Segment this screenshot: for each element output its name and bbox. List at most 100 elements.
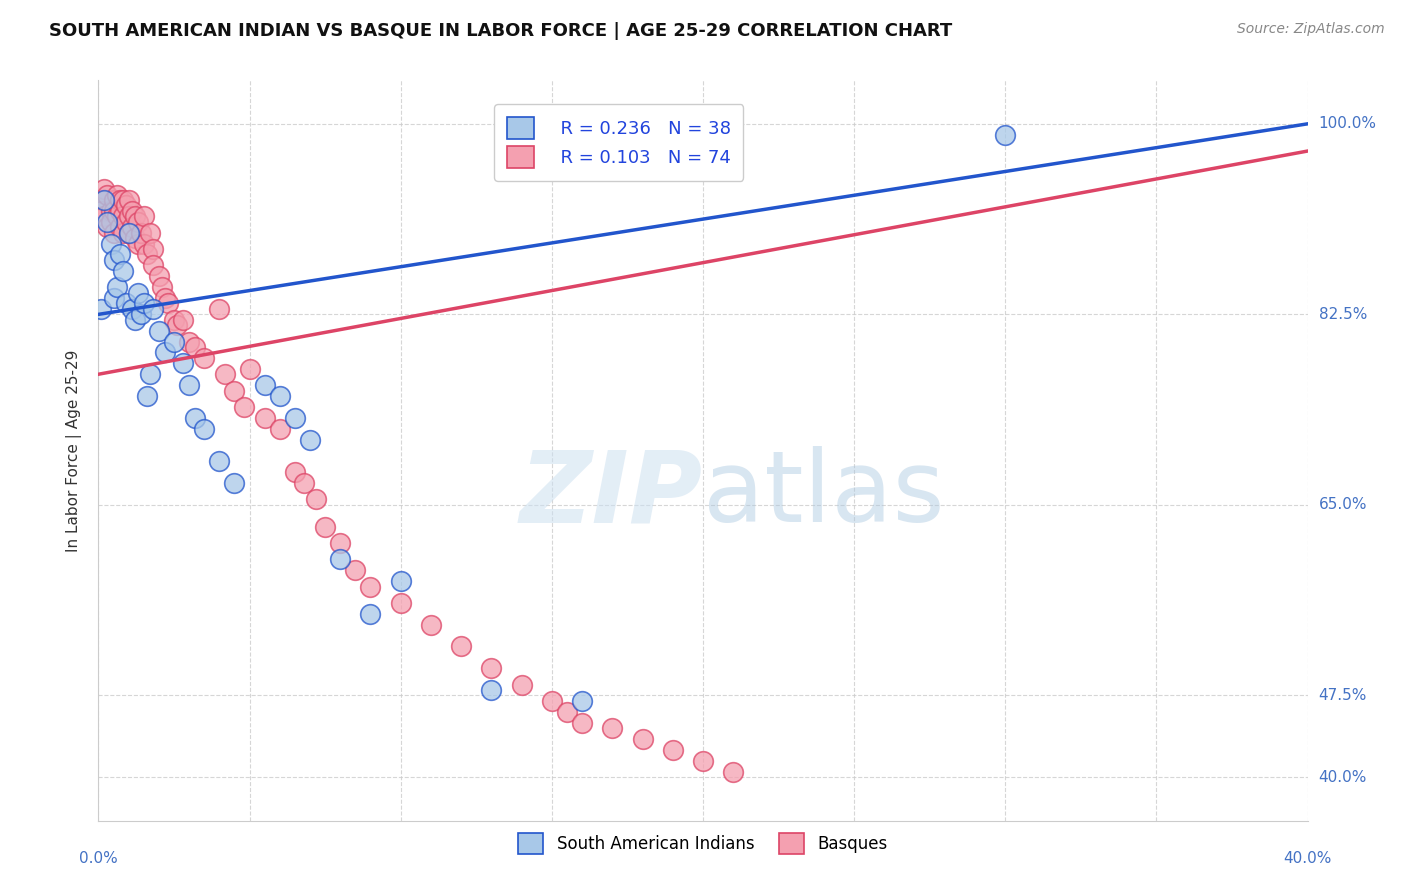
Point — [305, 492, 328, 507]
Point — [124, 313, 146, 327]
Point — [139, 226, 162, 240]
Point — [555, 705, 578, 719]
Point — [111, 264, 134, 278]
Point — [100, 215, 122, 229]
Point — [127, 236, 149, 251]
Point — [127, 215, 149, 229]
Text: 47.5%: 47.5% — [1319, 688, 1367, 703]
Point — [114, 198, 136, 212]
Legend: South American Indians, Basques: South American Indians, Basques — [512, 827, 894, 861]
Point — [105, 280, 128, 294]
Point — [142, 301, 165, 316]
Point — [389, 596, 412, 610]
Point — [148, 324, 170, 338]
Point — [114, 296, 136, 310]
Point — [103, 193, 125, 207]
Point — [184, 410, 207, 425]
Point — [156, 296, 179, 310]
Point — [481, 683, 503, 698]
Point — [90, 193, 112, 207]
Point — [108, 247, 131, 261]
Point — [100, 236, 122, 251]
Point — [105, 187, 128, 202]
Point — [284, 410, 307, 425]
Point — [661, 743, 683, 757]
Point — [121, 301, 143, 316]
Point — [93, 182, 115, 196]
Point — [208, 301, 231, 316]
Point — [420, 617, 443, 632]
Point — [132, 210, 155, 224]
Point — [118, 210, 141, 224]
Point — [132, 296, 155, 310]
Point — [108, 193, 131, 207]
Point — [150, 280, 173, 294]
Point — [166, 318, 188, 333]
Point — [127, 285, 149, 300]
Point — [269, 389, 291, 403]
Point — [148, 269, 170, 284]
Text: atlas: atlas — [703, 446, 945, 543]
Point — [571, 694, 593, 708]
Point — [540, 694, 562, 708]
Point — [90, 301, 112, 316]
Point — [96, 187, 118, 202]
Text: 40.0%: 40.0% — [1319, 770, 1367, 785]
Point — [284, 465, 307, 479]
Text: 0.0%: 0.0% — [79, 851, 118, 866]
Point — [124, 210, 146, 224]
Text: 82.5%: 82.5% — [1319, 307, 1367, 322]
Point — [193, 351, 215, 365]
Point — [114, 215, 136, 229]
Point — [111, 210, 134, 224]
Point — [314, 519, 336, 533]
Point — [253, 410, 276, 425]
Point — [723, 764, 745, 779]
Point — [135, 247, 157, 261]
Point — [692, 754, 714, 768]
Point — [105, 210, 128, 224]
Point — [121, 220, 143, 235]
Point — [142, 242, 165, 256]
Point — [214, 368, 236, 382]
Point — [239, 361, 262, 376]
Point — [139, 368, 162, 382]
Point — [121, 203, 143, 218]
Point — [103, 252, 125, 267]
Point — [184, 340, 207, 354]
Point — [208, 454, 231, 468]
Point — [163, 313, 186, 327]
Text: SOUTH AMERICAN INDIAN VS BASQUE IN LABOR FORCE | AGE 25-29 CORRELATION CHART: SOUTH AMERICAN INDIAN VS BASQUE IN LABOR… — [49, 22, 952, 40]
Point — [90, 203, 112, 218]
Point — [111, 193, 134, 207]
Point — [103, 203, 125, 218]
Point — [153, 345, 176, 359]
Point — [103, 226, 125, 240]
Point — [253, 378, 276, 392]
Y-axis label: In Labor Force | Age 25-29: In Labor Force | Age 25-29 — [66, 350, 83, 551]
Point — [224, 476, 246, 491]
Text: 65.0%: 65.0% — [1319, 498, 1367, 512]
Point — [163, 334, 186, 349]
Point — [129, 226, 152, 240]
Point — [96, 220, 118, 235]
Point — [510, 677, 533, 691]
Point — [108, 220, 131, 235]
Point — [118, 226, 141, 240]
Point — [481, 661, 503, 675]
Point — [299, 433, 322, 447]
Point — [994, 128, 1017, 142]
Point — [179, 334, 201, 349]
Point — [118, 226, 141, 240]
Point — [389, 574, 412, 588]
Point — [224, 384, 246, 398]
Point — [132, 236, 155, 251]
Text: Source: ZipAtlas.com: Source: ZipAtlas.com — [1237, 22, 1385, 37]
Point — [93, 193, 115, 207]
Point — [571, 715, 593, 730]
Point — [329, 552, 352, 566]
Point — [344, 563, 367, 577]
Point — [450, 640, 472, 654]
Point — [108, 203, 131, 218]
Point — [129, 307, 152, 321]
